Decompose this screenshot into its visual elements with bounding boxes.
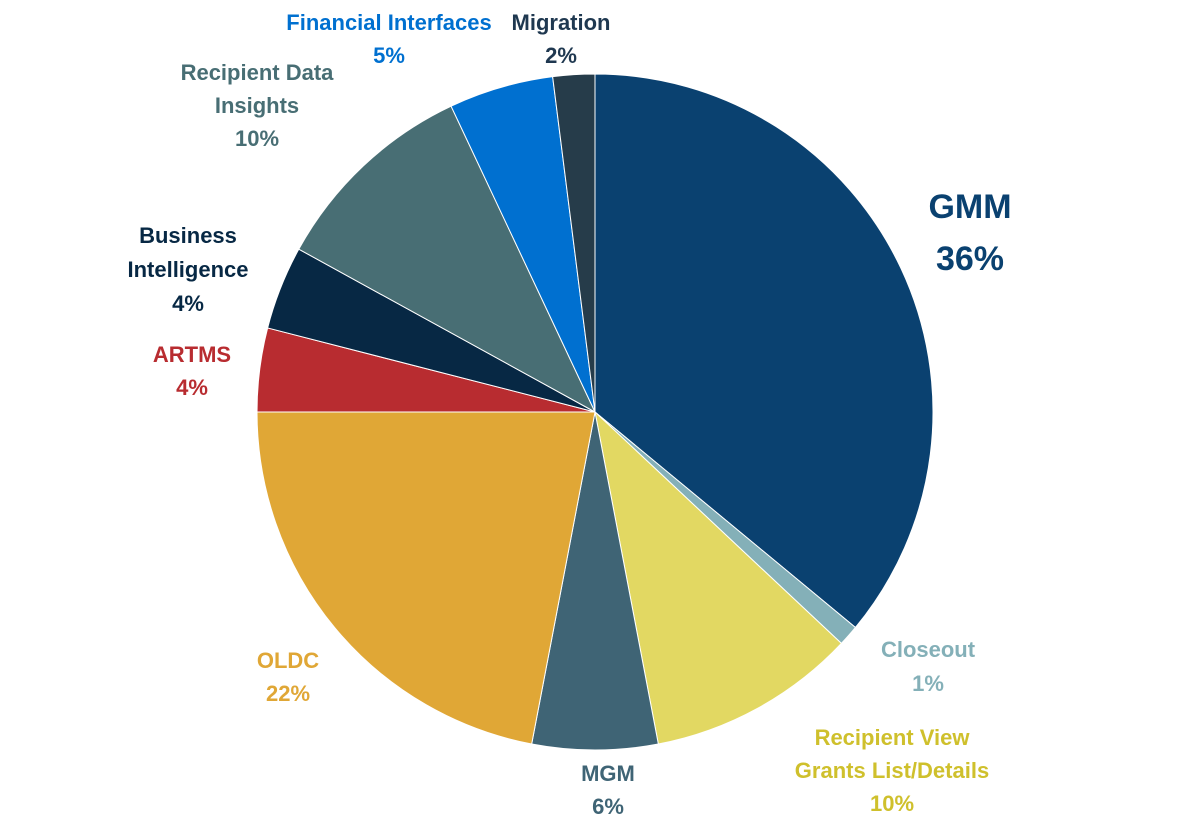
data-label-value: 5% — [373, 43, 405, 68]
data-label-name: Intelligence — [127, 257, 248, 282]
data-label-name: ARTMS — [153, 342, 231, 367]
data-label-name: Closeout — [881, 637, 976, 662]
pie-slice-gmm — [594, 73, 934, 629]
data-label-name: Recipient View — [815, 725, 971, 750]
data-label-name: Recipient Data — [181, 60, 335, 85]
pie-slice-mgm — [531, 411, 659, 751]
data-label-name: Financial Interfaces — [286, 10, 491, 35]
data-label-value: 4% — [176, 375, 208, 400]
data-label-name: GMM — [928, 188, 1011, 226]
data-label-value: 4% — [172, 291, 204, 316]
pie-slices — [256, 73, 934, 751]
data-label-name: OLDC — [257, 648, 319, 673]
data-label-value: 10% — [870, 791, 914, 816]
pie-slice-oldc — [256, 411, 596, 745]
data-label-name: Business — [139, 223, 237, 248]
data-label-value: 10% — [235, 126, 279, 151]
data-label-value: 36% — [936, 240, 1004, 278]
data-label-name: Migration — [512, 10, 611, 35]
data-label-value: 2% — [545, 43, 577, 68]
pie-slice-migration — [552, 73, 596, 413]
data-label-name: Insights — [215, 93, 299, 118]
pie-slice-recipient-view-grants-list-details — [594, 410, 843, 745]
data-label-value: 22% — [266, 681, 310, 706]
data-label-value: 1% — [912, 671, 944, 696]
data-label-name: MGM — [581, 761, 635, 786]
pie-slice-recipient-data-insights — [298, 105, 597, 414]
data-label-name: Grants List/Details — [795, 758, 989, 783]
pie-labels: GMM 36% Closeout 1% Recipient View Grants Lis… — [127, 10, 1011, 819]
data-label-value: 6% — [592, 794, 624, 819]
